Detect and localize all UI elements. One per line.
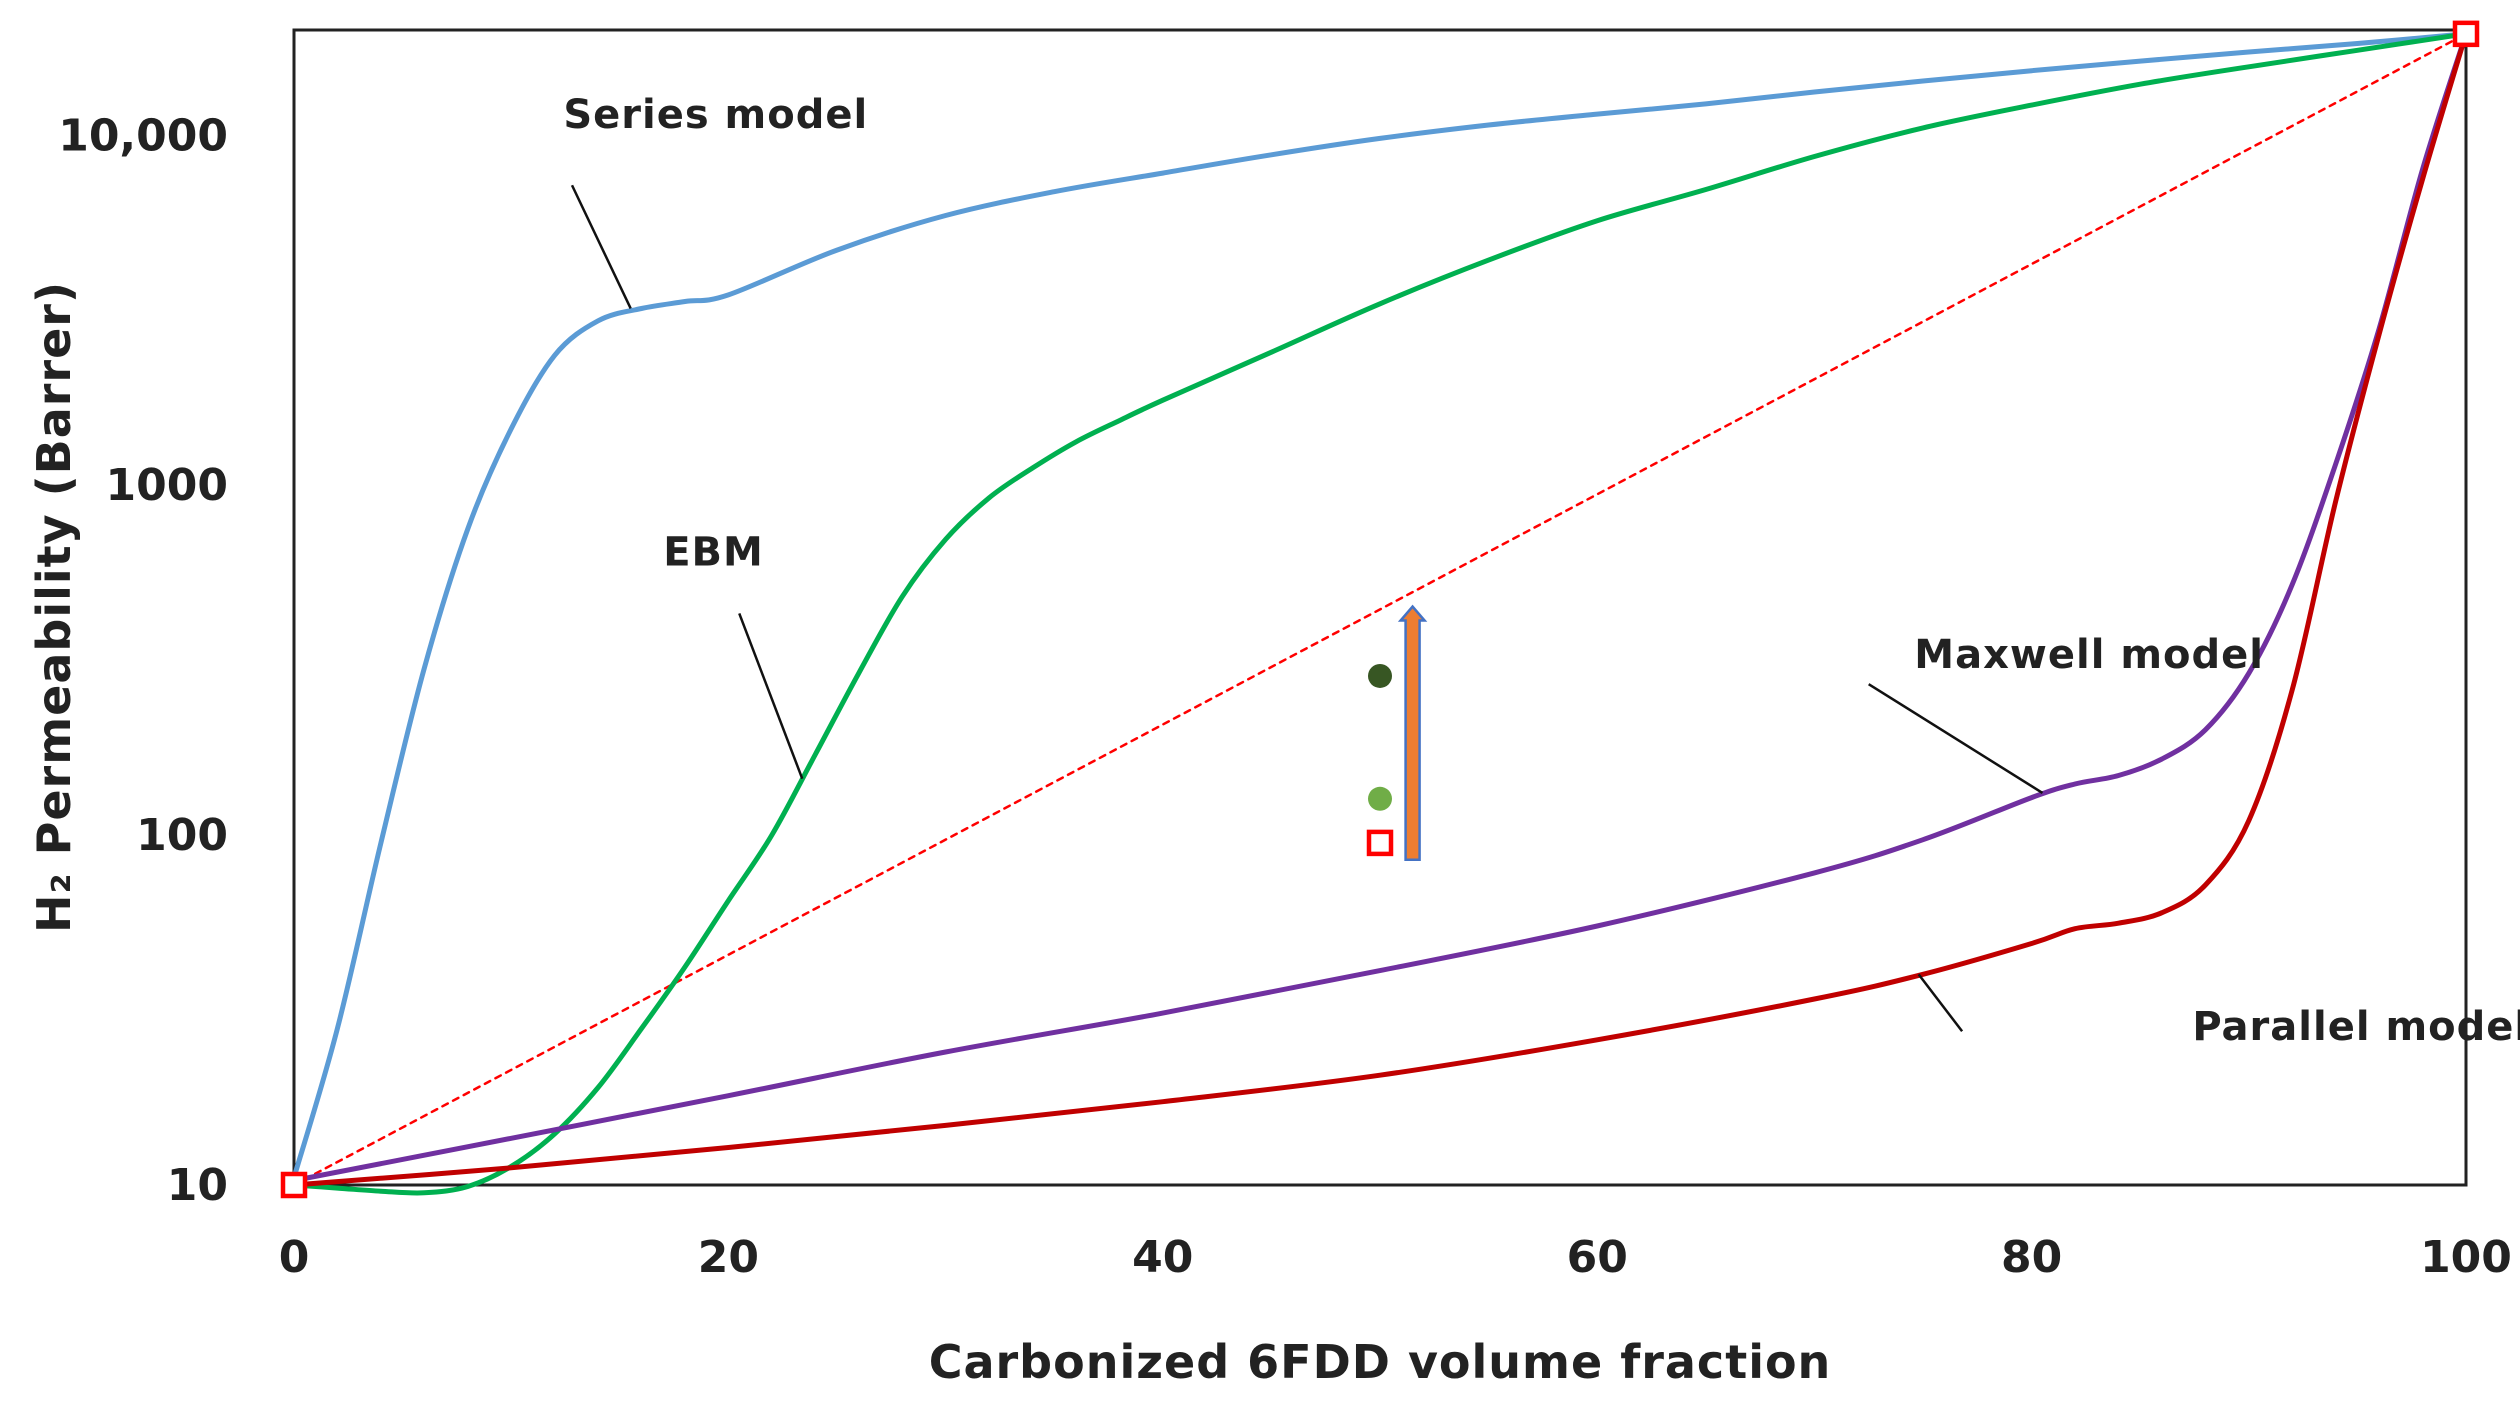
x-tick-label-0: 0 [279,1232,310,1283]
leader-line-parallel-model [1917,973,1964,1033]
x-tick-label-60: 60 [1567,1232,1628,1283]
y-tick-label-1000: 1000 [106,460,228,511]
leader-line-series-model [570,184,632,310]
annotations: Series model EBM Maxwell model Parallel mod… [563,92,2520,1050]
x-axis-title: Carbonized 6FDD volume fraction [929,1335,1832,1389]
annotation-maxwell-model: Maxwell model [1914,632,2264,678]
y-tick-label-10000: 10,000 [58,110,228,161]
series-line-maxwell-model [291,31,2469,1183]
series-lines [291,31,2469,1196]
red-square-end [2452,20,2480,48]
x-tick-label-100: 100 [2420,1232,2512,1283]
leader-line-ebm [738,613,804,780]
red-square-point [1366,829,1394,857]
red-square-origin [280,1171,308,1199]
y-tick-label-10: 10 [167,1160,228,1211]
tick-labels: 0 20 40 60 80 100 10 100 1000 10,000 [58,110,2512,1283]
series-line-ebm [291,31,2469,1196]
plot-area-frame [292,28,2468,1187]
annotation-series-model: Series model [563,92,868,138]
markers [280,20,2480,1199]
series-line-straight-line-interpolation [292,32,2468,1187]
annotation-ebm: EBM [663,529,764,575]
series-line-series-model [291,31,2469,1181]
y-tick-label-100: 100 [136,810,228,861]
leader-line-maxwell-model [1868,683,2044,794]
x-tick-label-80: 80 [2001,1232,2062,1283]
x-tick-label-20: 20 [698,1232,759,1283]
annotation-parallel-model: Parallel model [2192,1004,2520,1050]
light-green-point [1368,786,1392,811]
y-axis-title: H₂ Permeability (Barrer) [27,281,81,933]
series-line-parallel-model [291,31,2469,1188]
x-tick-label-40: 40 [1132,1232,1193,1283]
increase-arrow [1397,604,1428,862]
dark-green-point [1368,663,1392,688]
